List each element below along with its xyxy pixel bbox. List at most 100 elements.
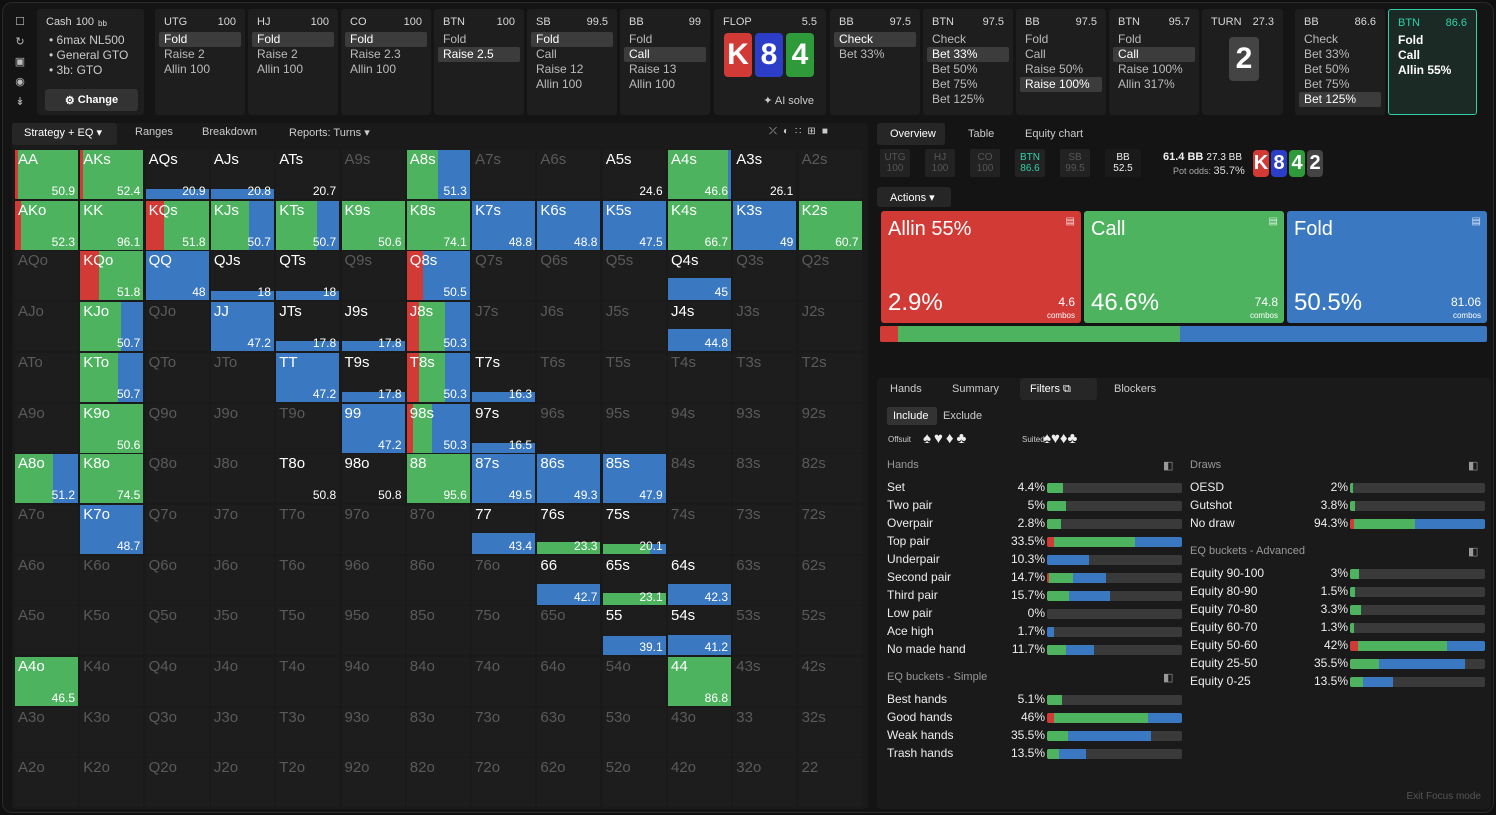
tab-filters[interactable]: Filters ⧉	[1030, 383, 1071, 395]
hand-cell[interactable]: 92s	[798, 403, 862, 453]
hand-cell[interactable]: Q6s	[537, 251, 601, 301]
hand-cell[interactable]: 47.2 JJ	[210, 302, 274, 352]
hand-cell[interactable]: 42o	[668, 758, 731, 808]
hand-cell[interactable]: 24.6 A5s	[602, 150, 666, 199]
hand-cell[interactable]: J3o	[210, 707, 274, 757]
player-chip[interactable]: CO 100	[970, 149, 1000, 177]
node-action[interactable]: Bet 75%	[1304, 77, 1350, 91]
hand-cell[interactable]: 50.9 AA	[15, 150, 78, 199]
hand-cell[interactable]: T7o	[276, 504, 340, 554]
hand-cell[interactable]: 74.1 K8s	[406, 200, 470, 250]
player-chip[interactable]: BB 52.5	[1105, 149, 1141, 177]
tab-summary[interactable]: Summary	[952, 383, 1000, 395]
action-card[interactable]: Fold 50.5% 81.06 combos ▤	[1287, 211, 1487, 323]
node-action[interactable]: Bet 33%	[839, 47, 885, 61]
hand-cell[interactable]: J9o	[210, 403, 274, 453]
hand-cell[interactable]: 86o	[406, 555, 470, 605]
hand-cell[interactable]: J5s	[602, 302, 666, 352]
turn-panel[interactable]: TURN 27.3 2	[1202, 9, 1283, 115]
hand-cell[interactable]: 16.5 97s	[472, 403, 536, 453]
player-chip[interactable]: SB 99.5	[1060, 149, 1090, 177]
hand-cell[interactable]: T2o	[276, 758, 340, 808]
flop-panel[interactable]: FLOP 5.5 K 8 4 ✦ AI solve	[714, 9, 826, 115]
stat-row[interactable]: Set 4.4%	[887, 478, 1187, 496]
hand-cell[interactable]: 53o	[602, 707, 666, 757]
hand-cell[interactable]: 50.8 98o	[341, 454, 405, 504]
hand-cell[interactable]: A6o	[15, 555, 78, 605]
node-action[interactable]: Fold	[443, 32, 467, 46]
stat-row[interactable]: Equity 70-80 3.3%	[1190, 600, 1490, 618]
node-action[interactable]: Raise 50%	[1025, 62, 1084, 76]
hand-cell[interactable]: A7s	[472, 150, 536, 199]
hand-cell[interactable]: Q9s	[341, 251, 405, 301]
exclude-button[interactable]: Exclude	[943, 410, 983, 422]
node-action[interactable]: Allin 100	[536, 77, 583, 91]
hand-cell[interactable]: 74o	[472, 657, 536, 706]
hand-cell[interactable]: A2s	[798, 150, 862, 199]
action-node[interactable]: BB 86.6 Check Bet 33% Bet 50% Bet 75% Bet 125%	[1295, 9, 1385, 115]
hand-cell[interactable]: 17.8 JTs	[276, 302, 340, 352]
hand-cell[interactable]: 83s	[733, 454, 797, 504]
hand-cell[interactable]: J6o	[210, 555, 274, 605]
tab-overview[interactable]: Overview	[890, 128, 936, 140]
tab-table[interactable]: Table	[968, 128, 995, 140]
hand-cell[interactable]: 74.5 K8o	[80, 454, 144, 504]
hand-cell[interactable]: 62o	[537, 758, 601, 808]
hand-cell[interactable]: 50.6 K9o	[80, 403, 144, 453]
hand-cell[interactable]: Q3o	[145, 707, 209, 757]
stat-row[interactable]: Equity 80-90 1.5%	[1190, 582, 1490, 600]
node-action[interactable]: Fold	[1025, 32, 1049, 46]
hand-cell[interactable]: ATo	[15, 352, 78, 402]
actions-dropdown[interactable]: Actions ▾	[877, 187, 951, 207]
hand-cell[interactable]: T9o	[276, 403, 340, 453]
hand-cell[interactable]: 96o	[341, 555, 405, 605]
hand-cell[interactable]: 75o	[472, 606, 536, 656]
stat-row[interactable]: No made hand 11.7%	[887, 640, 1187, 658]
hand-cell[interactable]: 51.2 A8o	[15, 454, 78, 504]
node-action[interactable]: Bet 50%	[1304, 62, 1350, 76]
hand-cell[interactable]: T4s	[668, 352, 731, 402]
hand-cell[interactable]: 63s	[733, 555, 797, 605]
hand-cell[interactable]: 20.7 ATs	[276, 150, 340, 199]
hand-cell[interactable]: 42.3 64s	[668, 555, 731, 605]
hand-cell[interactable]: 18 QJs	[210, 251, 274, 301]
hand-cell[interactable]: Q5o	[145, 606, 209, 656]
hand-cell[interactable]: A2o	[15, 758, 78, 808]
gamepad-icon[interactable]: ◉	[15, 75, 25, 88]
bookmark-icon[interactable]: ☐	[15, 15, 25, 28]
stat-row[interactable]: Ace high 1.7%	[887, 622, 1187, 640]
action-node[interactable]: BTN 95.7 Fold Call Raise 100% Allin 317%	[1109, 9, 1199, 115]
hand-cell[interactable]: J5o	[210, 606, 274, 656]
node-action[interactable]: Fold	[629, 32, 653, 46]
hand-cell[interactable]: K4o	[80, 657, 144, 706]
hand-cell[interactable]: 73s	[733, 504, 797, 554]
hand-cell[interactable]: A9o	[15, 403, 78, 453]
node-action[interactable]: Fold	[1118, 32, 1142, 46]
stat-row[interactable]: Equity 0-25 13.5%	[1190, 672, 1490, 690]
node-action[interactable]: Fold	[1398, 33, 1424, 47]
text-cursor-icon[interactable]: ↡	[15, 95, 25, 108]
hand-cell[interactable]: 45 Q4s	[668, 251, 731, 301]
stat-row[interactable]: Underpair 10.3%	[887, 550, 1187, 568]
node-action[interactable]: Allin 100	[350, 62, 397, 76]
node-action[interactable]: Bet 75%	[932, 77, 978, 91]
hand-cell[interactable]: 93o	[341, 707, 405, 757]
stat-row[interactable]: Third pair 15.7%	[887, 586, 1187, 604]
hand-cell[interactable]: Q2s	[798, 251, 862, 301]
node-action[interactable]: Allin 317%	[1118, 77, 1175, 91]
hand-cell[interactable]: 50.5 Q8s	[406, 251, 470, 301]
action-node[interactable]: BB 97.5 Check Bet 33%	[830, 9, 920, 115]
player-chip[interactable]: UTG 100	[880, 149, 910, 177]
hand-cell[interactable]: 93s	[733, 403, 797, 453]
hand-cell[interactable]: 47.2 TT	[276, 352, 340, 402]
hand-cell[interactable]: 50.7 KJs	[210, 200, 274, 250]
stat-row[interactable]: Equity 90-100 3%	[1190, 564, 1490, 582]
hand-cell[interactable]: 84o	[406, 657, 470, 706]
square-icon[interactable]: ■	[821, 126, 828, 137]
player-chip[interactable]: HJ 100	[925, 149, 955, 177]
node-action[interactable]: Call	[536, 47, 557, 61]
action-node[interactable]: SB 99.5 Fold Call Raise 12 Allin 100	[527, 9, 617, 115]
hand-cell[interactable]: 54o	[602, 657, 666, 706]
hand-cell[interactable]: 49.3 86s	[537, 454, 601, 504]
tab-blockers[interactable]: Blockers	[1114, 383, 1157, 395]
